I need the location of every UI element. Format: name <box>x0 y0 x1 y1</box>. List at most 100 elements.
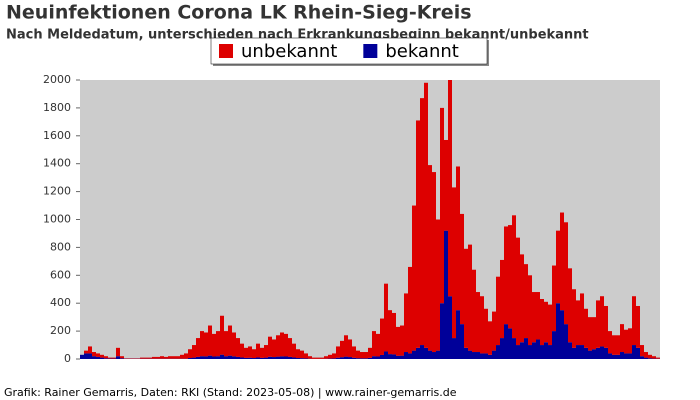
bar-segment <box>556 230 560 304</box>
bar-segment <box>148 357 152 359</box>
bar-segment <box>212 333 216 357</box>
bar-segment <box>544 301 548 343</box>
bar-segment <box>476 352 480 359</box>
bar-segment <box>264 357 268 359</box>
bar-segment <box>192 357 196 359</box>
bar-segment <box>480 296 484 354</box>
bar-segment <box>308 356 312 359</box>
bar-segment <box>628 328 632 354</box>
bar-segment <box>296 358 300 359</box>
bar-segment <box>472 269 476 353</box>
y-tick-label: 0 <box>64 352 71 365</box>
bar-segment <box>120 358 124 359</box>
bar-segment <box>200 331 204 357</box>
bar-segment <box>248 346 252 358</box>
bar-segment <box>288 338 292 357</box>
bar-segment <box>404 352 408 359</box>
bar-segment <box>488 354 492 359</box>
bar-segment <box>332 353 336 359</box>
bar-segment <box>544 342 548 359</box>
bar-segment <box>432 352 436 359</box>
bar-segment <box>220 354 224 359</box>
bar-segment <box>104 356 108 359</box>
bar-segment <box>416 347 420 359</box>
bar-segment <box>444 139 448 231</box>
bar-segment <box>596 300 600 348</box>
bar-segment <box>352 357 356 359</box>
bar-segment <box>400 325 404 356</box>
bar-segment <box>392 312 396 355</box>
bar-segment <box>200 356 204 359</box>
legend-swatch <box>363 44 378 58</box>
bar-segment <box>328 354 332 359</box>
legend-label: bekannt <box>385 41 459 62</box>
bar-segment <box>584 308 588 348</box>
bar-segment <box>580 345 584 359</box>
bar-segment <box>472 352 476 359</box>
bar-segment <box>316 357 320 359</box>
bar-segment <box>204 356 208 359</box>
bar-segment <box>236 338 240 357</box>
bar-segment <box>552 331 556 359</box>
bar-segment <box>532 292 536 343</box>
bar-segment <box>628 353 632 359</box>
bar-segment <box>540 299 544 346</box>
bar-segment <box>452 338 456 359</box>
bar-segment <box>620 324 624 353</box>
bar-segment <box>300 350 304 359</box>
bar-segment <box>568 268 572 343</box>
bar-segment <box>368 357 372 359</box>
bar-segment <box>524 264 528 339</box>
y-tick-label: 1600 <box>43 129 71 142</box>
bar-segment <box>536 292 540 340</box>
bar-segment <box>352 346 356 358</box>
bar-segment <box>356 358 360 359</box>
bar-segment <box>208 355 212 359</box>
bar-segment <box>360 358 364 359</box>
bar-segment <box>480 353 484 359</box>
bar-segment <box>412 350 416 359</box>
bar-segment <box>112 357 116 359</box>
bar-segment <box>528 275 532 346</box>
bar-segment <box>336 357 340 359</box>
bar-segment <box>160 356 164 359</box>
bar-segment <box>580 293 584 346</box>
bar-segment <box>488 321 492 355</box>
bar-segment <box>600 346 604 359</box>
bar-segment <box>176 356 180 359</box>
bar-segment <box>240 343 244 358</box>
bar-segment <box>196 356 200 359</box>
bar-segment <box>444 230 448 359</box>
bar-segment <box>440 107 444 304</box>
bar-segment <box>396 326 400 356</box>
bar-segment <box>376 333 380 357</box>
bar-segment <box>428 165 432 351</box>
bar-segment <box>636 347 640 359</box>
bar-segment <box>420 345 424 359</box>
bar-segment <box>384 351 388 359</box>
bar-segment <box>624 329 628 354</box>
bar-segment <box>268 356 272 359</box>
bar-segment <box>196 338 200 357</box>
bar-segment <box>520 254 524 343</box>
bar-segment <box>232 332 236 357</box>
y-tick-label: 800 <box>50 240 71 253</box>
bar-segment <box>616 354 620 359</box>
bar-segment <box>100 357 104 359</box>
bar-segment <box>536 339 540 359</box>
bar-segment <box>340 340 344 358</box>
bar-segment <box>380 318 384 355</box>
bar-segment <box>256 343 260 358</box>
bar-segment <box>504 324 508 359</box>
bar-segment <box>648 354 652 359</box>
bar-segment <box>364 352 368 359</box>
bar-segment <box>604 347 608 359</box>
bar-segment <box>96 353 100 357</box>
bar-segment <box>212 356 216 359</box>
bar-segment <box>152 356 156 359</box>
bar-segment <box>576 300 580 346</box>
footer: Grafik: Rainer Gemarris, Daten: RKI (Sta… <box>4 386 457 399</box>
bar-segment <box>584 347 588 359</box>
y-tick-label: 600 <box>50 268 71 281</box>
bar-segment <box>464 248 468 348</box>
